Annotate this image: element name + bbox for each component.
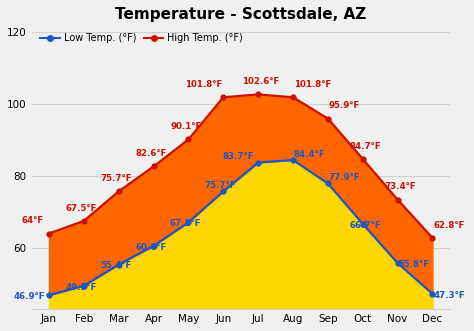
Text: 55.4°F: 55.4°F: [100, 261, 132, 270]
Text: 84.4°F: 84.4°F: [294, 150, 326, 159]
Text: 75.7°F: 75.7°F: [205, 181, 236, 190]
High Temp. (°F): [220, 95, 226, 99]
Low Temp. (°F): [46, 293, 52, 297]
Line: High Temp. (°F): High Temp. (°F): [46, 92, 435, 240]
Low Temp. (°F): [290, 158, 296, 162]
Text: 62.8°F: 62.8°F: [433, 220, 465, 229]
Text: 67.1°F: 67.1°F: [170, 219, 201, 228]
Text: 55.8°F: 55.8°F: [399, 260, 430, 269]
High Temp. (°F): [290, 95, 296, 99]
Text: 77.9°F: 77.9°F: [329, 173, 360, 182]
Low Temp. (°F): [116, 262, 121, 266]
High Temp. (°F): [186, 137, 191, 141]
High Temp. (°F): [395, 198, 401, 202]
High Temp. (°F): [151, 165, 156, 168]
Text: 90.1°F: 90.1°F: [170, 122, 201, 131]
Text: 101.8°F: 101.8°F: [185, 80, 222, 89]
Text: 73.4°F: 73.4°F: [384, 182, 416, 191]
High Temp. (°F): [325, 117, 331, 120]
Text: 49.5°F: 49.5°F: [65, 283, 97, 292]
Line: Low Temp. (°F): Low Temp. (°F): [46, 158, 435, 298]
Text: 101.8°F: 101.8°F: [294, 80, 331, 89]
Low Temp. (°F): [360, 222, 365, 226]
Text: 46.9°F: 46.9°F: [14, 292, 46, 301]
Low Temp. (°F): [325, 181, 331, 185]
Text: 64°F: 64°F: [21, 216, 44, 225]
Low Temp. (°F): [151, 244, 156, 248]
Text: 66.7°F: 66.7°F: [350, 221, 381, 230]
Text: 84.7°F: 84.7°F: [350, 142, 381, 151]
High Temp. (°F): [255, 92, 261, 96]
High Temp. (°F): [81, 219, 87, 223]
High Temp. (°F): [116, 189, 121, 193]
Title: Temperature - Scottsdale, AZ: Temperature - Scottsdale, AZ: [115, 7, 366, 22]
Text: 95.9°F: 95.9°F: [329, 101, 360, 110]
High Temp. (°F): [360, 157, 365, 161]
Text: 83.7°F: 83.7°F: [223, 153, 255, 162]
Text: 82.6°F: 82.6°F: [135, 149, 166, 158]
High Temp. (°F): [429, 236, 435, 240]
Low Temp. (°F): [255, 161, 261, 165]
Low Temp. (°F): [81, 284, 87, 288]
Text: 102.6°F: 102.6°F: [242, 77, 280, 86]
Text: 47.3°F: 47.3°F: [433, 291, 465, 300]
Low Temp. (°F): [395, 261, 401, 265]
Low Temp. (°F): [429, 292, 435, 296]
Text: 75.7°F: 75.7°F: [100, 174, 132, 183]
Legend: Low Temp. (°F), High Temp. (°F): Low Temp. (°F), High Temp. (°F): [36, 29, 247, 47]
Low Temp. (°F): [220, 189, 226, 193]
Low Temp. (°F): [186, 220, 191, 224]
Text: 60.6°F: 60.6°F: [135, 243, 166, 252]
High Temp. (°F): [46, 231, 52, 235]
Text: 67.5°F: 67.5°F: [65, 204, 97, 213]
